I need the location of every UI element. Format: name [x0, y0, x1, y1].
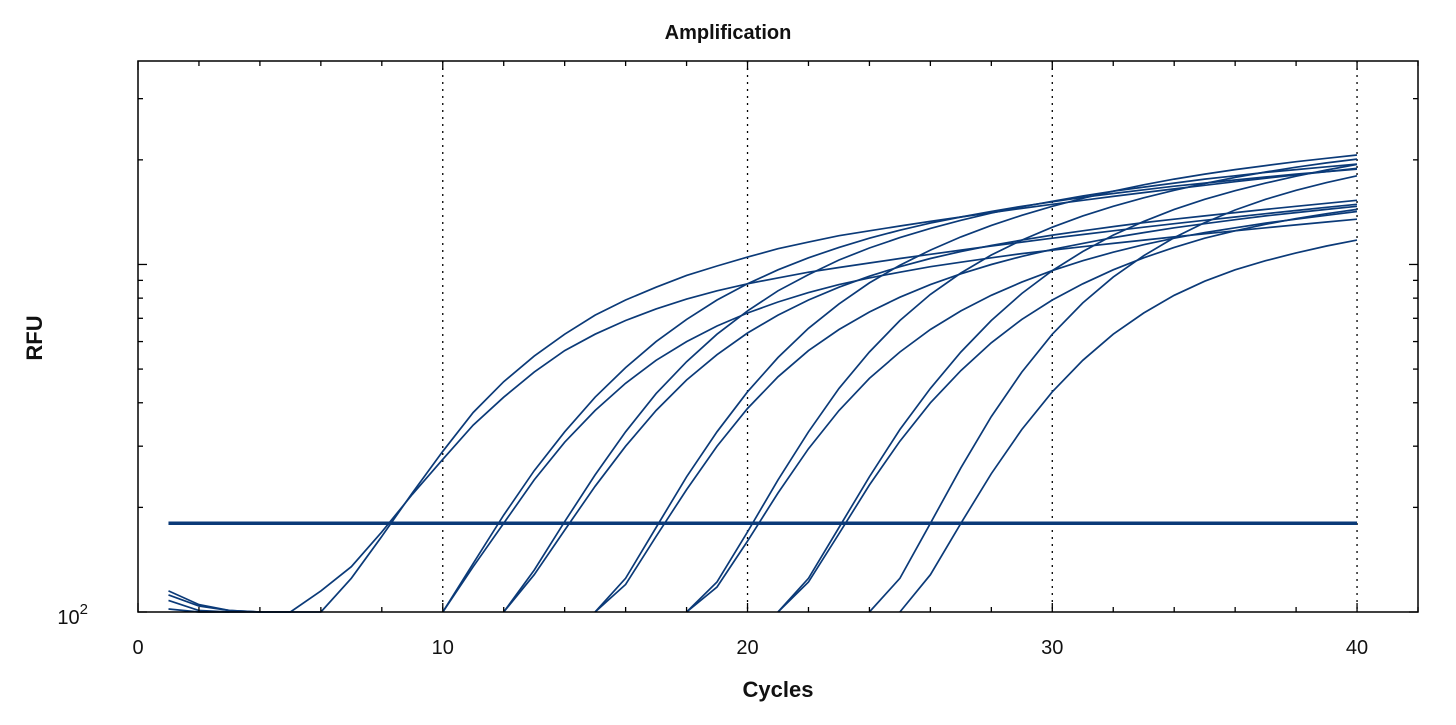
amplification-curve [594, 154, 1358, 613]
amplification-curve [168, 167, 1358, 613]
amplification-curve [686, 210, 1358, 613]
amplification-curve [442, 168, 1358, 613]
chart-title: Amplification [665, 22, 792, 44]
x-tick-labels: 0 10 20 30 40 [132, 637, 1368, 659]
y-tick-label: 102 [57, 601, 88, 629]
vertical-grid [442, 61, 1358, 612]
amplification-curve [899, 239, 1358, 613]
amplification-curve [503, 163, 1358, 613]
x-tick-label: 40 [1346, 637, 1368, 659]
y-tick-exponent: 2 [80, 601, 88, 618]
amplification-curve [442, 218, 1358, 613]
amplification-curve [503, 199, 1358, 613]
amplification-curves [168, 154, 1358, 613]
y-tick-base: 10 [57, 607, 79, 629]
plot-frame [137, 60, 1419, 613]
y-axis-label: RFU [22, 315, 47, 360]
x-axis-label: Cycles [743, 677, 814, 702]
x-tick-label: 10 [432, 637, 454, 659]
x-tick-label: 30 [1041, 637, 1063, 659]
amplification-curve [777, 163, 1358, 613]
amplification-curve [777, 208, 1358, 613]
amplification-curve [686, 158, 1358, 613]
x-tick-label: 0 [132, 637, 143, 659]
x-tick-label: 20 [736, 637, 758, 659]
axis-ticks [137, 61, 1419, 613]
amplification-curve [868, 174, 1358, 613]
amplification-curve [168, 203, 1358, 613]
amplification-curve [594, 205, 1358, 613]
